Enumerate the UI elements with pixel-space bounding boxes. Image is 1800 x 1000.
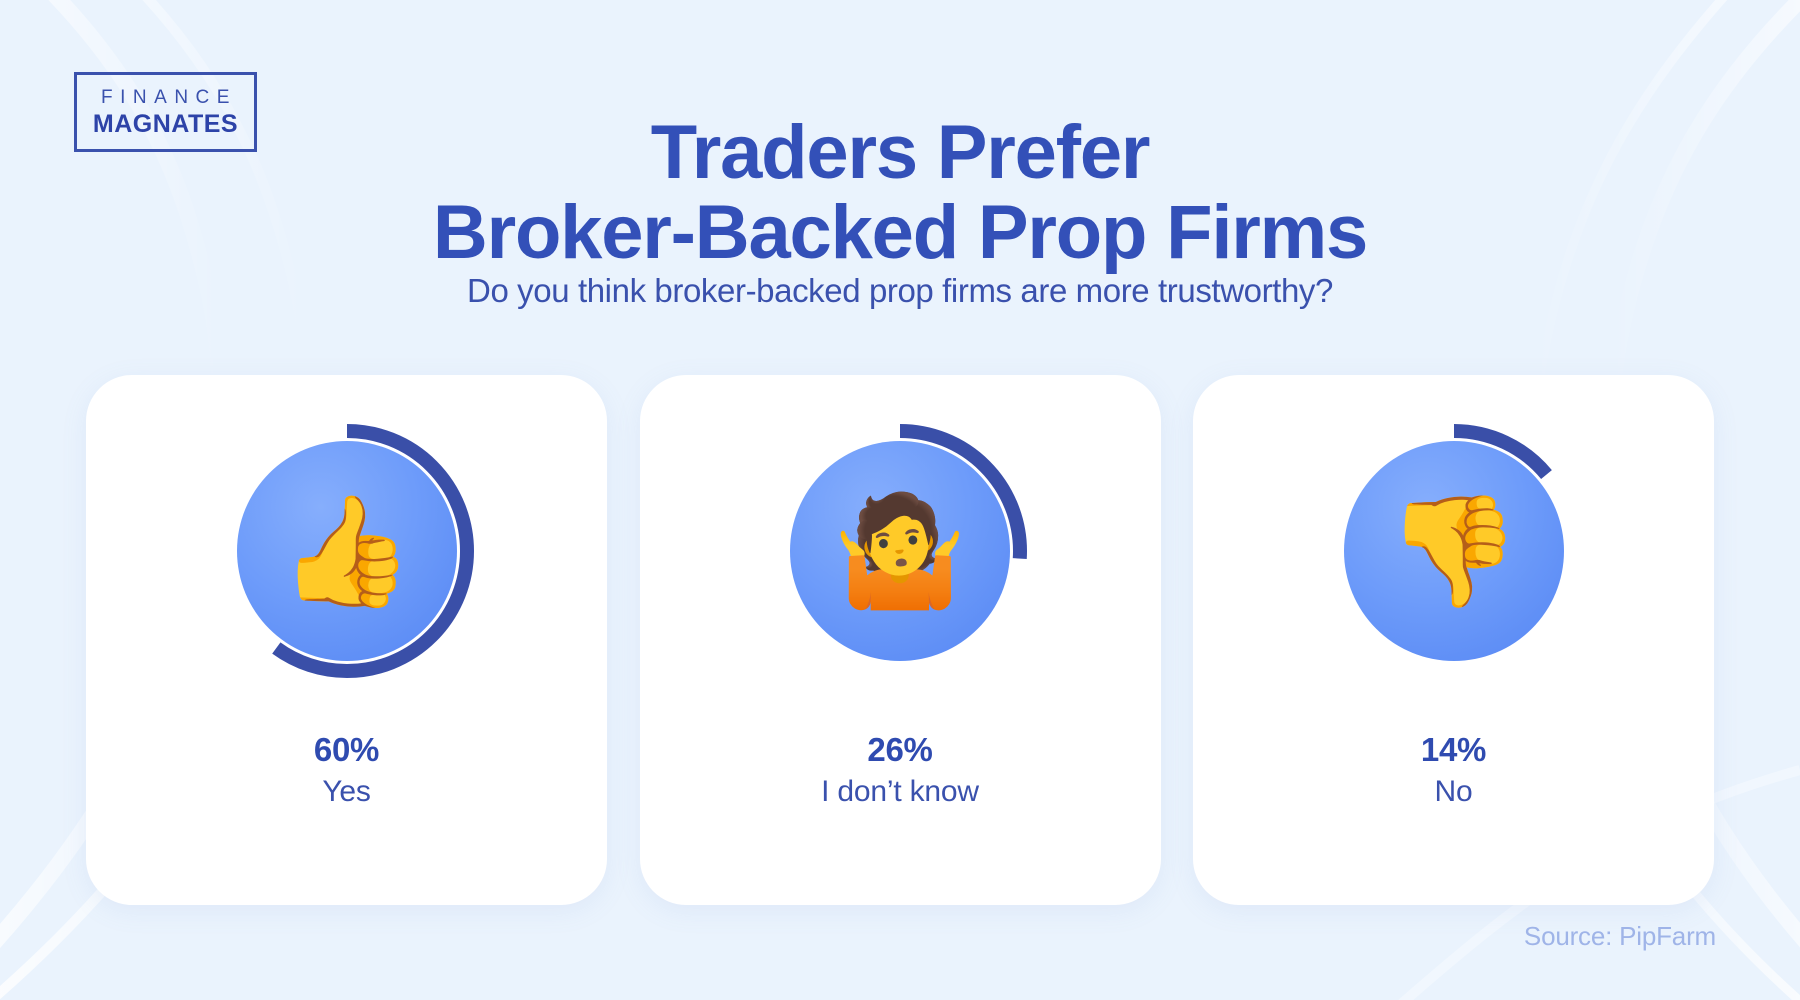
title-line-2: Broker-Backed Prop Firms (432, 190, 1368, 276)
donut-svg (773, 424, 1027, 678)
donut-svg (1326, 424, 1581, 678)
title-line-1: Traders Prefer (650, 109, 1151, 195)
finance-magnates-logo: FINANCE MAGNATES (74, 72, 257, 152)
stat-answer-label: I don’t know (821, 775, 979, 809)
stat-percent: 60% (313, 731, 380, 768)
stat-card-row: 👍 60% Yes 🤷 (86, 375, 1714, 905)
thumbs-up-icon: 👍 (279, 490, 414, 611)
donut-chart-no: 👎 (1319, 416, 1589, 686)
stat-answer-label: No (1434, 775, 1473, 809)
stat-percent: 14% (1420, 731, 1487, 768)
shrug-icon: 🤷 (832, 490, 968, 611)
page-subtitle: Do you think broker-backed prop firms ar… (467, 272, 1333, 309)
thumbs-down-icon: 👎 (1386, 490, 1521, 611)
logo-line-finance: FINANCE (101, 86, 237, 108)
stat-card-yes: 👍 60% Yes (86, 375, 607, 905)
donut-arc-26 (773, 424, 1027, 678)
stat-card-i-dont-know: 🤷 26% I don’t know (639, 375, 1161, 905)
donut-chart-yes: 👍 (212, 416, 482, 686)
stat-card-no: 👎 14% No (1193, 375, 1714, 905)
stat-percent: 26% (867, 731, 933, 768)
donut-chart-i-dont-know: 🤷 (765, 416, 1035, 686)
logo-line-magnates: MAGNATES (92, 109, 239, 138)
donut-arc-60 (219, 424, 474, 678)
page-title: Traders Prefer Broker-Backed Prop Firms (0, 109, 1800, 276)
donut-arc-14 (1326, 424, 1581, 678)
stat-answer-label: Yes (322, 775, 371, 809)
source-attribution: Source: PipFarm (1523, 921, 1716, 951)
